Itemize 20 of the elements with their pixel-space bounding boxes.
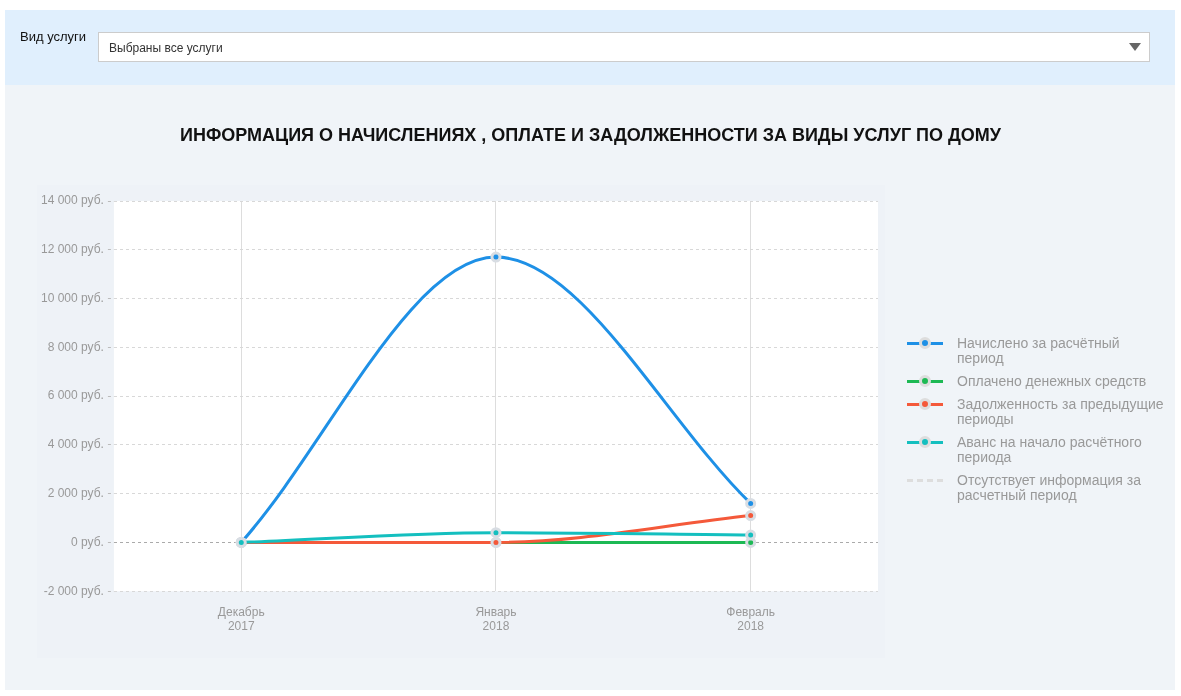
x-tick-label: Январь 2018 xyxy=(475,604,517,634)
y-tick-label: 2 000 руб. xyxy=(47,485,104,500)
y-tick-label: 10 000 руб. xyxy=(41,290,104,305)
chart-title: ИНФОРМАЦИЯ О НАЧИСЛЕНИЯХ , ОПЛАТЕ И ЗАДОЛЖЕННОСТИ ЗА ВИДЫ УСЛУГ ПО ДОМУ xyxy=(178,125,1003,146)
legend-label: Отсутствует информация за расчетный период xyxy=(957,472,1142,503)
legend-label: Оплачено денежных средств xyxy=(957,373,1147,389)
y-tick-label: -2 000 руб. xyxy=(43,583,104,598)
y-tick-label: 6 000 руб. xyxy=(47,388,104,403)
text: Вид услуги xyxy=(20,29,87,44)
y-tick-label: 12 000 руб. xyxy=(41,242,104,257)
y-tick-label: 8 000 руб. xyxy=(47,339,104,354)
legend-label: Аванс на начало расчётного периода xyxy=(957,434,1143,465)
dropdown-field: Выбраны все услуги xyxy=(98,32,1150,62)
x-tick-label: Декабрь 2017 xyxy=(217,604,265,634)
legend-label: Задолженность за предыдущие периоды xyxy=(957,396,1165,427)
legend-label: Начислено за расчётный период xyxy=(957,335,1121,366)
y-tick-label: 14 000 руб. xyxy=(41,193,104,208)
y-tick-label: 4 000 руб. xyxy=(47,437,104,452)
y-tick-label: 0 руб. xyxy=(71,534,104,549)
x-tick-label: Февраль 2018 xyxy=(726,604,776,634)
